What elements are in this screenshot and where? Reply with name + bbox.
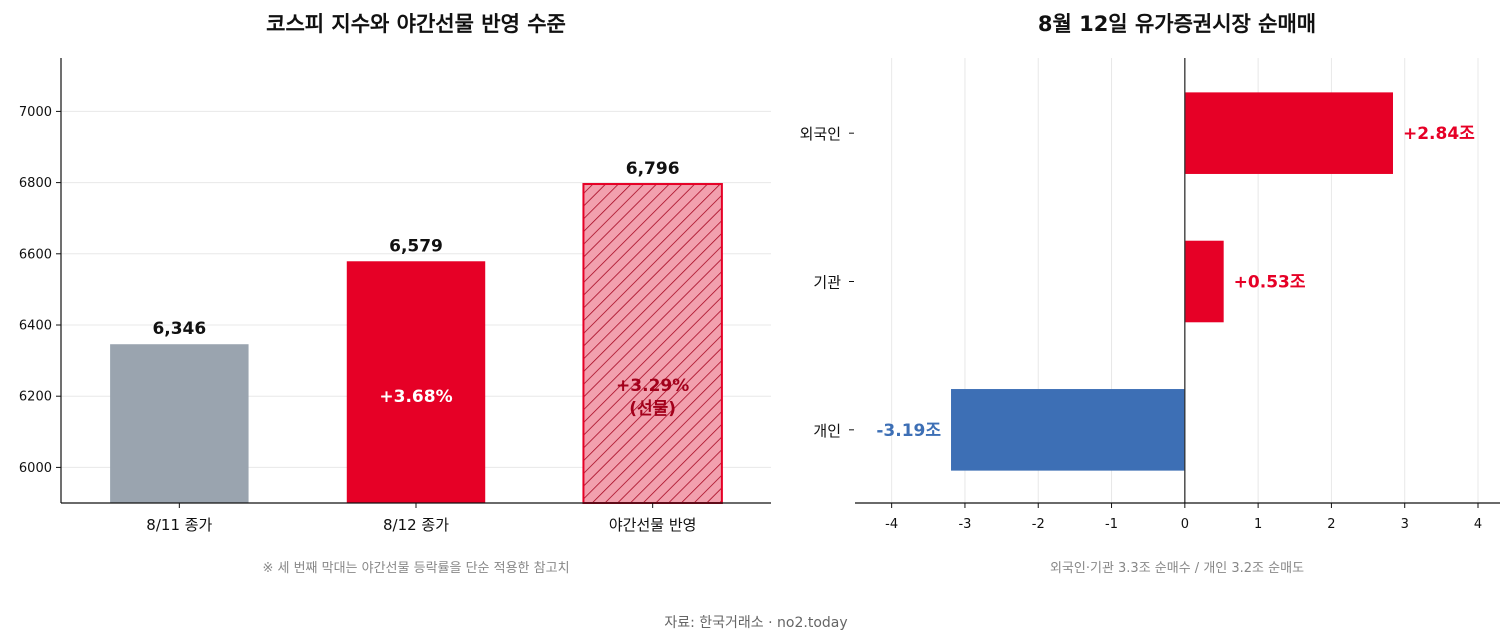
net-bar-2 [1184,240,1224,323]
y-tick-label: 6800 [19,176,52,191]
bar-1 [110,344,249,503]
net-trading-chart-note: 외국인·기관 3.3조 순매수 / 개인 3.2조 순매도 [1050,561,1304,576]
y-tick-label: 6200 [19,390,52,405]
bar-value-label: 6,796 [626,159,680,179]
y-tick-label: 6600 [19,247,52,262]
x-category-label: 8/11 종가 [146,516,212,534]
x-tick-label: 0 [1181,517,1189,532]
x-tick-label: 4 [1474,517,1482,532]
y-category-label: 개인 [813,422,841,440]
x-tick-label: 2 [1327,517,1335,532]
source-caption: 자료: 한국거래소 · no2.today [664,615,847,631]
x-tick-label: -2 [1032,517,1045,532]
bar-change-label: +3.29% (선물) [616,376,689,419]
y-tick-label: 6000 [19,461,52,476]
net-bar-value-label: +2.84조 [1403,124,1475,144]
left-bars: 6,346 6,579 +3.68% 6,796 +3.29% (선물) [110,159,723,505]
kospi-chart-note: ※ 세 번째 막대는 야간선물 등락률을 단순 적용한 참고치 [262,561,569,576]
right-bars: +2.84조 +0.53조 -3.19조 [876,92,1475,471]
net-trading-chart: 8월 12일 유가증권시장 순매매 +2.84조+0.53조-3.19조 -4-… [800,12,1500,576]
x-category-label: 야간선물 반영 [609,516,697,534]
net-trading-chart-title: 8월 12일 유가증권시장 순매매 [1038,12,1316,36]
x-tick-label: 3 [1401,517,1409,532]
y-tick-label: 6400 [19,319,52,334]
y-tick-label: 7000 [19,105,52,120]
bar-change-label: +3.68% [379,387,452,407]
y-category-label: 기관 [813,274,841,292]
kospi-chart: 코스피 지수와 야간선물 반영 수준 6,346 6,579 +3.68% 6,796… [19,12,771,576]
bar-value-label: 6,346 [152,319,206,339]
x-tick-label: 1 [1254,517,1262,532]
x-tick-label: -1 [1105,517,1118,532]
net-bar-value-label: -3.19조 [876,421,941,441]
y-category-label: 외국인 [800,125,841,143]
x-tick-label: -3 [958,517,971,532]
bar-3 [582,183,723,505]
x-category-label: 8/12 종가 [383,516,449,534]
net-bar-3 [951,389,1185,471]
bar-2 [346,261,486,503]
net-bar-value-label: +0.53조 [1234,273,1306,293]
kospi-chart-title: 코스피 지수와 야간선물 반영 수준 [266,12,566,36]
left-axes: 6000 6200 6400 6600 6800 7000 8/11 종가 8/12 종가 야간… [19,58,771,534]
bar-value-label: 6,579 [389,236,443,256]
x-tick-label: -4 [885,517,898,532]
net-bar-1 [1184,92,1393,174]
